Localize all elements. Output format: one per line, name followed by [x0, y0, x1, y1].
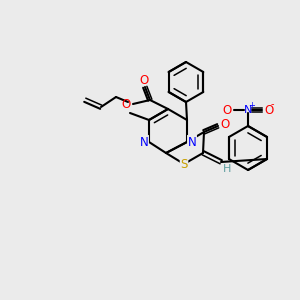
Text: S: S	[180, 158, 188, 172]
Text: O: O	[140, 74, 148, 86]
Text: +: +	[249, 100, 255, 109]
Text: O: O	[264, 103, 274, 116]
Text: O: O	[220, 118, 230, 131]
Text: H: H	[223, 164, 231, 174]
Text: -: -	[270, 99, 274, 109]
Text: N: N	[188, 136, 196, 148]
Text: N: N	[140, 136, 148, 148]
Text: O: O	[222, 103, 232, 116]
Text: O: O	[122, 98, 130, 110]
Text: N: N	[244, 105, 252, 115]
